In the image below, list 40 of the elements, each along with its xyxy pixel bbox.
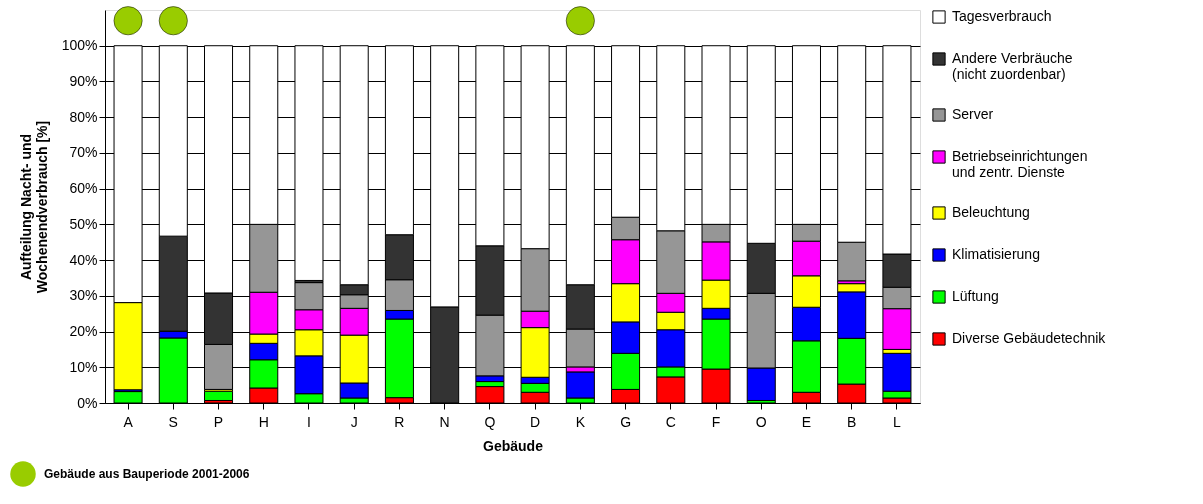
x-axis-title: Gebäude — [483, 437, 544, 454]
x-tick-label: R — [394, 413, 405, 430]
y-tick-label: 50% — [69, 215, 98, 232]
x-tick-label: A — [123, 413, 134, 430]
legend-label: Diverse Gebäudetechnik — [952, 330, 1107, 346]
y-tick-label: 20% — [69, 323, 98, 340]
y-tick-label: 60% — [69, 180, 98, 197]
x-tick-label: Q — [484, 413, 496, 430]
x-tick-label: I — [307, 413, 311, 430]
y-tick-label: 0% — [77, 394, 98, 411]
legend-label: Gebäude aus Bauperiode 2001-2006 — [44, 467, 250, 481]
x-tick-label: B — [847, 413, 857, 430]
y-tick-label: 40% — [69, 251, 98, 268]
y-tick-label: 30% — [69, 287, 98, 304]
legend-label: Server — [952, 106, 994, 122]
x-tick-label: L — [893, 413, 902, 430]
y-axis-title: Aufteilung Nacht- und Wochenendverbrauch [%] — [17, 120, 50, 294]
x-tick-label: S — [168, 413, 178, 430]
x-tick-label: P — [213, 413, 224, 430]
x-tick-label: D — [530, 413, 541, 430]
x-tick-label: G — [620, 413, 632, 430]
y-tick-label: 70% — [69, 144, 98, 161]
legend-label: Lüftung — [952, 288, 999, 304]
legend-label: Klimatisierung — [952, 246, 1040, 262]
y-tick-label: 90% — [69, 72, 98, 89]
x-tick-label: H — [258, 413, 269, 430]
legend-label: Beleuchtung — [952, 204, 1030, 220]
y-tick-label: 100% — [61, 37, 98, 54]
legend-label: Betriebseinrichtungen und zentr. Dienste — [952, 148, 1088, 180]
x-tick-label: F — [711, 413, 721, 430]
y-tick-label: 10% — [69, 358, 98, 375]
legend-label: Andere Verbräuche (nicht zuordenbar) — [952, 50, 1073, 82]
x-tick-label: J — [350, 413, 358, 430]
x-tick-label: N — [439, 413, 450, 430]
legend-label: Tagesverbrauch — [952, 8, 1052, 24]
x-tick-label: E — [801, 413, 812, 430]
x-tick-label: C — [665, 413, 676, 430]
x-tick-label: K — [575, 413, 586, 430]
x-tick-label: O — [755, 413, 767, 430]
y-tick-label: 80% — [69, 108, 98, 125]
